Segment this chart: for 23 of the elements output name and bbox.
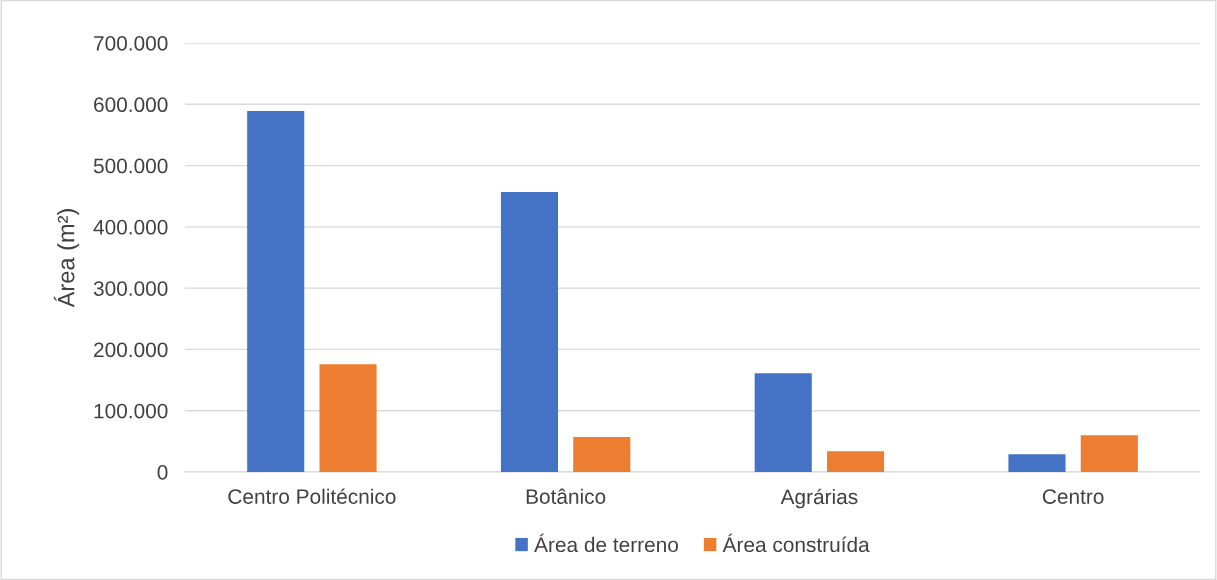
y-tick-label: 200.000 bbox=[94, 342, 168, 358]
bar bbox=[1080, 435, 1138, 472]
bar bbox=[500, 191, 559, 472]
bar bbox=[826, 451, 885, 472]
bar bbox=[1008, 454, 1066, 472]
legend-label: Área de terreno bbox=[534, 533, 678, 553]
bar bbox=[247, 111, 305, 472]
y-tick-label: 700.000 bbox=[94, 36, 168, 51]
y-tick-label: 100.000 bbox=[94, 403, 168, 419]
x-tick-label: Centro bbox=[1042, 489, 1104, 504]
bar bbox=[754, 373, 812, 472]
y-tick-label: 400.000 bbox=[93, 219, 168, 235]
y-tick-label: 500.000 bbox=[93, 158, 168, 174]
y-axis-title: Área (m²) bbox=[53, 209, 80, 308]
y-tick-label: 300.000 bbox=[93, 281, 168, 296]
x-tick-label: Centro Politécnico bbox=[228, 488, 396, 504]
x-tick-label: Agrárias bbox=[780, 488, 858, 509]
x-tick-label: Botânico bbox=[526, 488, 606, 504]
bar bbox=[319, 364, 377, 472]
legend-label: Área construída bbox=[722, 533, 870, 553]
y-tick-label: 600.000 bbox=[94, 97, 168, 113]
y-tick-label: 0 bbox=[157, 465, 168, 480]
bar bbox=[573, 437, 631, 472]
